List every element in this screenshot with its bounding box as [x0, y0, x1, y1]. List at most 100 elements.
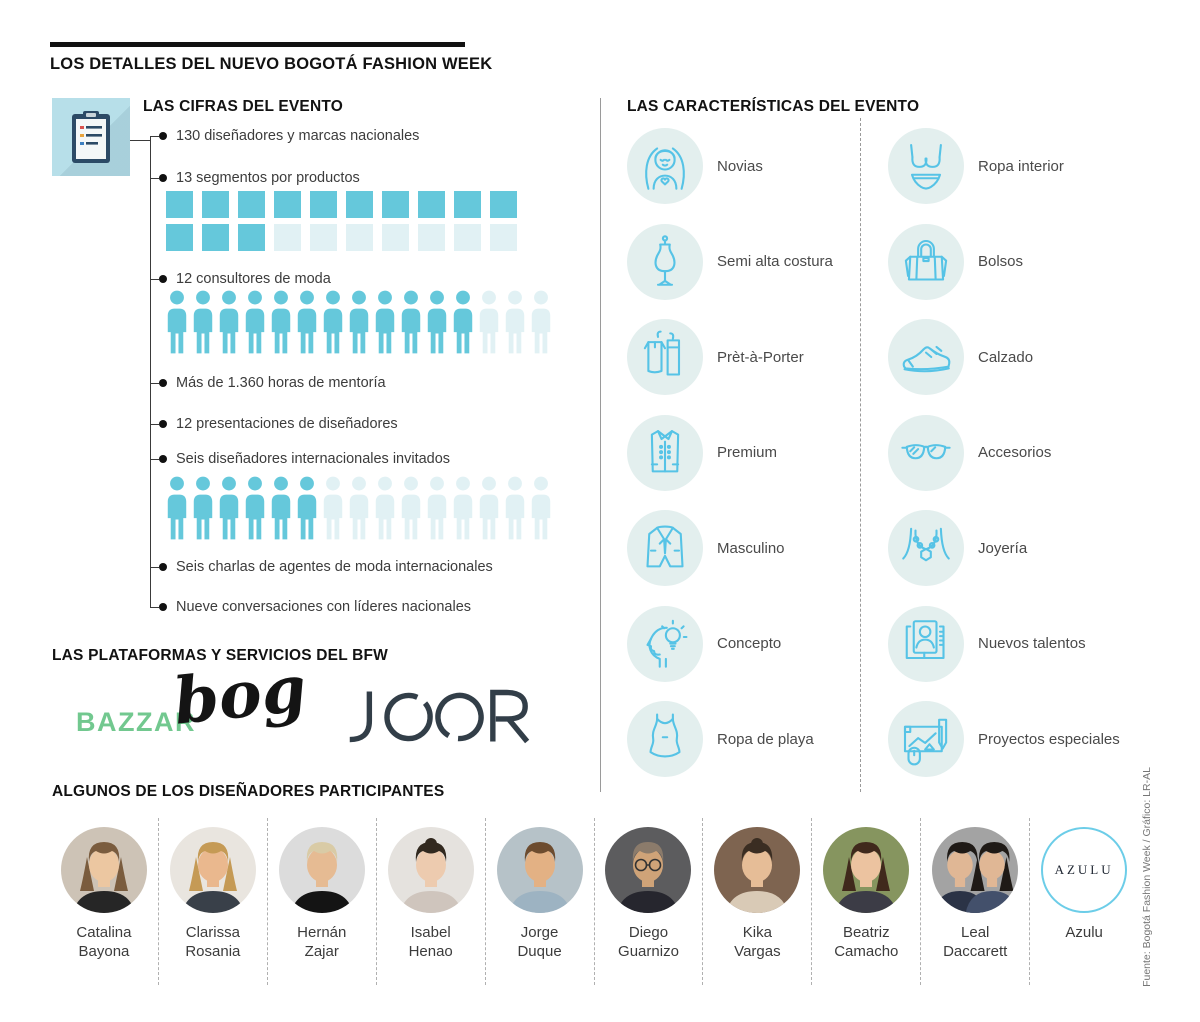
bride-icon: [645, 147, 685, 190]
person-icon: [349, 290, 369, 354]
sunglasses-icon-circle: [888, 414, 964, 491]
feature-label: Ropa interior: [978, 157, 1064, 175]
designer-name: Isabel Henao: [408, 924, 453, 960]
person-icon: [479, 290, 499, 354]
bullet-dot: [159, 275, 167, 283]
designer-name: Azulu: [1065, 924, 1103, 941]
segment-square: [382, 191, 409, 218]
designer-name: Beatriz Camacho: [834, 924, 899, 960]
person-icon: [453, 290, 473, 354]
necklace-icon: [902, 527, 950, 562]
person-icon: [427, 476, 447, 540]
cifra-label: 12 consultores de moda: [176, 271, 331, 287]
bullet-dot: [159, 603, 167, 611]
tree-connector-line: [130, 140, 150, 141]
azulu-logo-text: AZULU: [1054, 862, 1114, 877]
designer-name: Jorge Duque: [517, 924, 562, 960]
person-icon: [193, 476, 213, 540]
segment-square: [382, 224, 409, 251]
consultores-pictograph: [165, 290, 553, 354]
caracteristicas-heading: LAS CARACTERÍSTICAS DEL EVENTO: [627, 98, 920, 115]
person-icon: [401, 290, 421, 354]
handbag-icon-circle: [888, 223, 964, 300]
feature-label: Prèt-à-Porter: [717, 348, 804, 366]
title-rule: [50, 42, 465, 47]
person-icon: [375, 476, 395, 540]
segment-square: [238, 191, 265, 218]
cifra-label: Más de 1.360 horas de mentoría: [176, 375, 386, 391]
bullet-dot: [159, 379, 167, 387]
feature-item: Proyectos especiales: [888, 701, 1168, 777]
feature-label: Joyería: [978, 539, 1028, 557]
person-icon: [375, 290, 395, 354]
cifra-item: Más de 1.360 horas de mentoría: [150, 373, 386, 393]
designer-cell: Kika Vargas: [702, 818, 811, 985]
id-cards-icon-circle: [888, 605, 964, 682]
feature-item: Prèt-à-Porter: [627, 319, 852, 395]
designer-photo: [496, 827, 583, 913]
suit-icon-circle: [627, 510, 703, 586]
cifra-item: Seis charlas de agentes de moda internac…: [150, 557, 493, 577]
cifra-item: Seis diseñadores internacionales invitad…: [150, 449, 450, 469]
cifra-label: 130 diseñadores y marcas nacionales: [176, 128, 420, 144]
suit-icon: [646, 525, 684, 568]
person-icon: [167, 290, 187, 354]
cifras-heading: LAS CIFRAS DEL EVENTO: [143, 98, 343, 115]
sunglasses-icon: [901, 443, 951, 459]
person-icon: [479, 476, 499, 540]
designers-row: Catalina Bayona Clarissa Rosania Hernán Zajar…: [50, 818, 1138, 985]
page-title: LOS DETALLES DEL NUEVO BOGOTÁ FASHION WE…: [50, 55, 493, 73]
segments-pictograph: [166, 191, 526, 251]
segment-square: [490, 224, 517, 251]
person-icon: [219, 476, 239, 540]
feature-item: Joyería: [888, 510, 1168, 586]
idea-head-icon: [646, 619, 688, 668]
plataformas-heading: LAS PLATAFORMAS Y SERVICIOS DEL BFW: [52, 647, 388, 664]
swimsuit-icon-circle: [627, 701, 703, 777]
person-icon: [297, 290, 317, 354]
bullet-dot: [159, 420, 167, 428]
designers-heading: ALGUNOS DE LOS DISEÑADORES PARTICIPANTES: [52, 783, 445, 800]
cifra-label: Seis diseñadores internacionales invitad…: [176, 451, 451, 467]
designer-cell: Beatriz Camacho: [811, 818, 920, 985]
cifra-item: Nueve conversaciones con líderes naciona…: [150, 597, 471, 617]
person-icon: [427, 290, 447, 354]
designer-cell: Jorge Duque: [484, 818, 594, 985]
internacionales-pictograph: [165, 476, 553, 540]
cifra-item: 130 diseñadores y marcas nacionales: [150, 126, 419, 146]
features-column-a: Novias Semi alta costura Prèt-à-Porter Prem…: [627, 128, 852, 797]
segment-square: [238, 224, 265, 251]
person-icon: [323, 476, 343, 540]
cifra-label: 12 presentaciones de diseñadores: [176, 416, 398, 432]
person-icon: [531, 476, 551, 540]
designer-photo: [823, 827, 910, 913]
cifra-item: 12 presentaciones de diseñadores: [150, 414, 398, 434]
sneaker-icon: [902, 345, 951, 373]
segment-square: [454, 191, 481, 218]
designer-name: Leal Daccarett: [943, 924, 1008, 960]
artboard-icon: [903, 718, 948, 766]
cifra-label: Nueve conversaciones con líderes naciona…: [176, 599, 472, 615]
segment-square: [310, 224, 337, 251]
designer-cell: Catalina Bayona: [50, 818, 158, 985]
clipboard-icon: [52, 98, 130, 176]
bride-icon-circle: [627, 128, 703, 204]
bullet-dot: [159, 174, 167, 182]
designer-name: Diego Guarnizo: [618, 924, 679, 960]
feature-item: Concepto: [627, 605, 852, 682]
feature-item: Masculino: [627, 510, 852, 586]
handbag-icon: [904, 239, 948, 281]
segment-square: [490, 191, 517, 218]
artboard-icon-circle: [888, 701, 964, 777]
person-icon: [245, 476, 265, 540]
dressform-icon: [654, 234, 676, 286]
designer-photo: [932, 827, 1019, 913]
cifra-label: 13 segmentos por productos: [176, 170, 360, 186]
feature-item: Ropa interior: [888, 128, 1168, 204]
bullet-dot: [159, 563, 167, 571]
necklace-icon-circle: [888, 510, 964, 586]
feature-item: Calzado: [888, 319, 1168, 395]
bullet-dot: [159, 455, 167, 463]
designer-name: Clarissa Rosania: [185, 924, 241, 960]
